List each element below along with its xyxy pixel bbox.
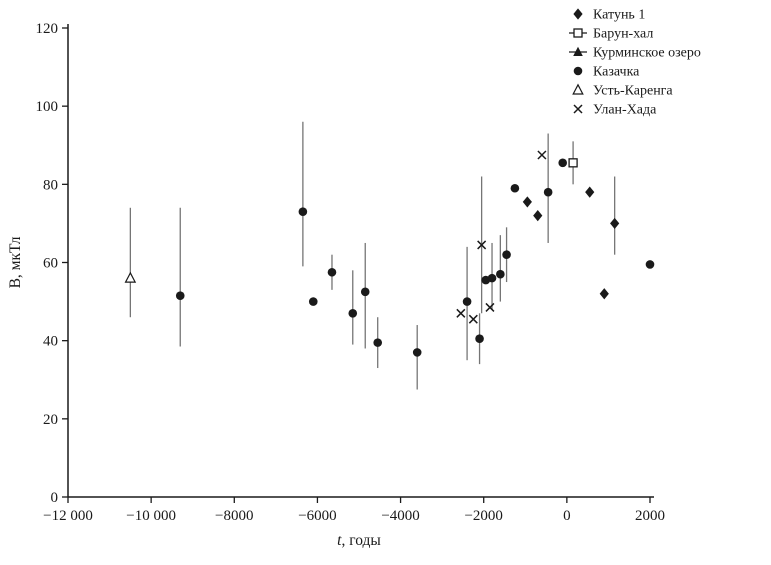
marker-diamond-filled (573, 8, 583, 20)
marker-x-cross (485, 302, 495, 312)
marker-circle-filled (373, 338, 383, 347)
x-tick-label: 2000 (635, 508, 665, 524)
y-tick-label: 40 (43, 334, 58, 350)
marker-x-cross (573, 104, 583, 114)
x-tick-label: −10 000 (126, 508, 176, 524)
marker-triangle-open (124, 271, 137, 283)
marker-circle-filled (308, 297, 318, 306)
marker-triangle-open (572, 83, 584, 95)
marker-diamond-filled (533, 210, 543, 222)
x-tick-label: −6000 (298, 508, 336, 524)
marker-circle-filled (645, 260, 655, 269)
marker-circle-filled (487, 273, 497, 283)
marker-circle-filled (412, 348, 422, 357)
x-tick-label: −4000 (381, 508, 419, 524)
marker-x-cross (456, 308, 466, 318)
marker-diamond-filled (585, 186, 595, 198)
marker-circle-filled (496, 269, 505, 279)
x-tick-label: −12 000 (43, 508, 93, 524)
marker-circle-filled (360, 287, 370, 297)
marker-square-open (568, 158, 578, 168)
y-tick-label: 20 (43, 412, 58, 428)
marker-circle-filled (175, 291, 185, 301)
legend-label: Барун-хал (593, 27, 653, 42)
legend-label: Катунь 1 (593, 8, 645, 23)
marker-x-cross (468, 314, 478, 324)
marker-circle-filled (543, 187, 553, 197)
marker-circle-filled (475, 334, 484, 344)
legend-label: Курминское озеро (593, 46, 701, 61)
marker-diamond-filled (610, 217, 620, 230)
marker-circle-filled (558, 158, 567, 168)
marker-circle-filled (298, 207, 308, 216)
marker-circle-filled (462, 297, 472, 306)
marker-triangle-filled (573, 46, 583, 56)
marker-square-open (573, 28, 583, 38)
marker-circle-filled (327, 267, 337, 277)
x-tick-label: 0 (563, 508, 571, 524)
marker-diamond-filled (599, 288, 609, 300)
marker-circle-filled (573, 66, 583, 76)
marker-circle-filled (348, 309, 358, 318)
marker-circle-filled (502, 250, 511, 259)
x-tick-label: −2000 (464, 508, 502, 524)
marker-circle-filled (510, 183, 520, 193)
marker-diamond-filled (522, 196, 532, 208)
x-axis-label: t, годы (337, 532, 381, 549)
y-tick-label: 80 (43, 177, 58, 193)
y-axis-label: B, мкТл (7, 236, 24, 288)
x-tick-label: −8000 (215, 508, 253, 524)
marker-x-cross (477, 240, 487, 250)
legend-label: Улан-Хада (593, 103, 657, 118)
y-tick-label: 100 (36, 99, 59, 115)
marker-x-cross (537, 150, 547, 160)
legend-label: Усть-Каренга (593, 84, 673, 99)
legend-label: Казачка (593, 65, 640, 80)
y-tick-label: 0 (51, 490, 59, 506)
y-tick-label: 120 (36, 21, 59, 37)
y-tick-label: 60 (43, 256, 58, 272)
